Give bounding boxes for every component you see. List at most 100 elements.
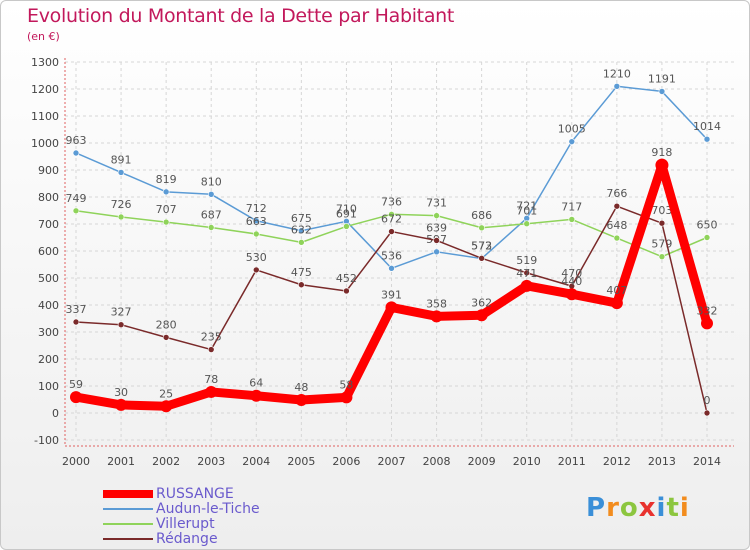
data-point	[658, 88, 666, 95]
data-point	[433, 248, 440, 256]
data-point	[701, 317, 713, 330]
legend-item: Villerupt	[103, 515, 260, 532]
data-point	[655, 158, 669, 172]
x-tick-label: 2002	[152, 455, 180, 468]
data-point	[207, 346, 215, 353]
data-label: 663	[246, 215, 267, 228]
data-label: 470	[561, 267, 582, 280]
data-point	[298, 227, 305, 235]
data-label: 0	[704, 394, 711, 407]
data-point	[252, 266, 260, 274]
y-tick-label: 0	[52, 407, 59, 420]
logo-letter: i	[656, 493, 667, 523]
chart-legend: RUSSANGE Audun-le-Tiche Villerupt Rédange	[103, 486, 260, 547]
data-point	[565, 288, 578, 301]
data-label: 675	[291, 212, 312, 225]
y-tick-label: 1300	[31, 56, 59, 69]
data-point	[298, 281, 305, 289]
data-point	[72, 149, 80, 157]
x-tick-label: 2005	[287, 455, 315, 468]
data-point	[252, 230, 260, 238]
data-label: 48	[294, 381, 308, 394]
data-point	[658, 219, 666, 227]
legend-swatch	[103, 522, 153, 525]
data-label: 650	[697, 219, 718, 232]
data-label: 710	[336, 202, 357, 215]
data-label: 701	[516, 205, 537, 218]
data-label: 536	[381, 249, 402, 262]
y-tick-label: 700	[38, 218, 59, 231]
data-label: 337	[66, 303, 87, 316]
x-tick-label: 2014	[693, 455, 721, 468]
data-label: 332	[697, 304, 718, 317]
y-tick-label: 1100	[31, 110, 59, 123]
data-label: 519	[516, 254, 537, 267]
x-tick-label: 2007	[378, 455, 406, 468]
data-label: 475	[291, 266, 312, 279]
legend-item: RUSSANGE	[103, 486, 260, 502]
data-label: 712	[246, 202, 267, 215]
y-tick-label: 900	[38, 164, 59, 177]
data-point	[613, 234, 621, 242]
y-tick-label: 300	[38, 326, 59, 339]
data-label: 736	[381, 195, 402, 208]
legend-swatch	[103, 537, 153, 540]
data-point	[117, 169, 125, 176]
data-point	[568, 138, 576, 145]
data-label: 25	[159, 387, 173, 400]
chart-subtitle: (en €)	[27, 30, 60, 43]
data-label: 280	[156, 318, 177, 331]
data-label: 235	[201, 331, 222, 344]
data-point	[478, 224, 485, 232]
data-label: 703	[651, 204, 672, 217]
data-label: 721	[516, 199, 537, 212]
legend-label: Rédange	[156, 530, 218, 547]
data-point	[252, 217, 260, 225]
x-tick-label: 2001	[107, 455, 135, 468]
data-label: 648	[606, 219, 627, 232]
data-label: 819	[156, 173, 177, 186]
data-label: 59	[69, 378, 83, 391]
data-label: 30	[114, 386, 128, 399]
data-point	[568, 216, 576, 223]
data-label: 749	[66, 192, 87, 205]
data-label: 407	[606, 284, 627, 297]
data-label: 1005	[558, 123, 586, 136]
legend-label: Villerupt	[156, 515, 215, 532]
logo-letter: r	[606, 493, 620, 523]
x-tick-label: 2011	[558, 455, 586, 468]
logo-letter: t	[666, 493, 680, 523]
data-label: 78	[204, 373, 218, 386]
data-point	[340, 391, 353, 404]
data-label: 810	[201, 175, 222, 188]
data-label: 452	[336, 272, 357, 285]
data-point	[72, 207, 80, 215]
data-label: 707	[156, 203, 177, 216]
data-point	[160, 400, 173, 413]
data-label: 726	[111, 198, 132, 211]
data-point	[298, 239, 305, 246]
data-point	[613, 83, 621, 90]
y-tick-label: 500	[38, 272, 59, 285]
y-tick-label: 1200	[31, 83, 59, 96]
x-tick-label: 2006	[332, 455, 360, 468]
data-label: 58	[339, 378, 353, 391]
data-point	[207, 224, 215, 231]
x-tick-label: 2004	[242, 455, 270, 468]
legend-swatch	[103, 489, 153, 498]
y-tick-label: -100	[34, 434, 59, 447]
x-tick-label: 2009	[468, 455, 496, 468]
data-label: 362	[471, 296, 492, 309]
y-tick-label: 800	[38, 191, 59, 204]
data-point	[207, 191, 215, 198]
proxiti-logo: Proxiti	[586, 493, 690, 523]
data-label: 632	[291, 223, 312, 236]
data-point	[343, 223, 350, 230]
data-label: 918	[651, 146, 672, 159]
data-label: 691	[336, 207, 357, 220]
data-point	[610, 297, 623, 310]
data-point	[658, 253, 666, 260]
data-point	[430, 310, 443, 323]
